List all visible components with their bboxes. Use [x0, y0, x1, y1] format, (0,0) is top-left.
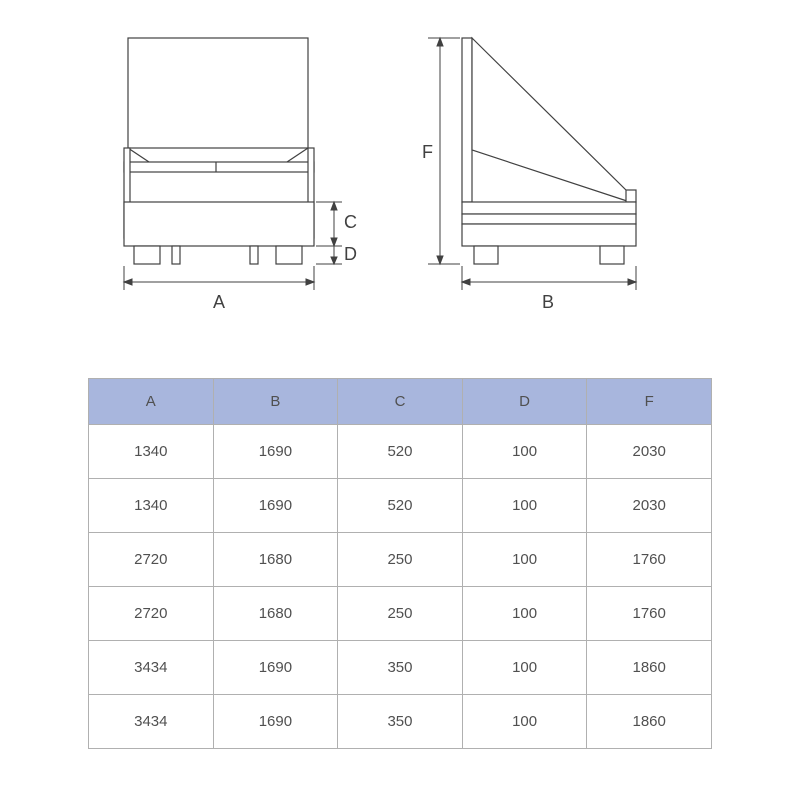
dimensions-table-container: A B C D F 1340 1690 520 100 2030 1340 16…	[88, 378, 712, 749]
col-header: F	[587, 379, 712, 425]
col-header: C	[338, 379, 463, 425]
col-header: D	[462, 379, 587, 425]
table-row: 1340 1690 520 100 2030	[89, 425, 712, 479]
col-header: A	[89, 379, 214, 425]
front-elevation	[100, 30, 360, 310]
table-row: 3434 1690 350 100 1860	[89, 641, 712, 695]
table-body: 1340 1690 520 100 2030 1340 1690 520 100…	[89, 425, 712, 749]
table-row: 1340 1690 520 100 2030	[89, 479, 712, 533]
table-header-row: A B C D F	[89, 379, 712, 425]
dim-label-d: D	[344, 244, 357, 265]
dim-label-a: A	[213, 292, 225, 313]
table-row: 3434 1690 350 100 1860	[89, 695, 712, 749]
table-row: 2720 1680 250 100 1760	[89, 587, 712, 641]
col-header: B	[213, 379, 338, 425]
dimensions-table: A B C D F 1340 1690 520 100 2030 1340 16…	[88, 378, 712, 749]
table-row: 2720 1680 250 100 1760	[89, 533, 712, 587]
dim-label-b: B	[542, 292, 554, 313]
side-elevation	[420, 30, 680, 310]
dim-label-c: C	[344, 212, 357, 233]
technical-drawing: A C D	[100, 30, 700, 340]
dim-label-f: F	[422, 142, 433, 163]
